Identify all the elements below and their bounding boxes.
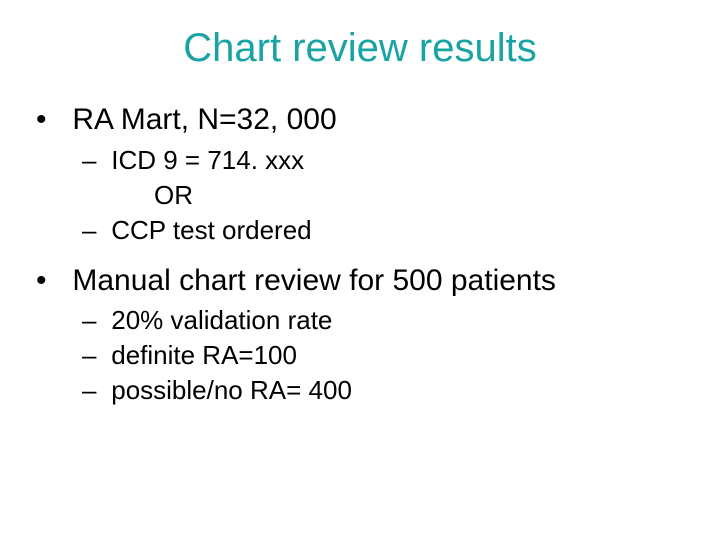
list-item: ICD 9 = 714. xxx [82,143,690,178]
list-item: 20% validation rate [82,303,690,338]
bullet-text: possible/no RA= 400 [111,375,352,405]
sub-list: ICD 9 = 714. xxx OR CCP test ordered [36,143,690,248]
list-item: OR [82,178,690,213]
list-item: RA Mart, N=32, 000 ICD 9 = 714. xxx OR C… [36,101,690,248]
bullet-text: CCP test ordered [111,215,311,245]
bullet-list: RA Mart, N=32, 000 ICD 9 = 714. xxx OR C… [30,101,690,409]
list-item: possible/no RA= 400 [82,373,690,408]
bullet-text: OR [154,180,193,210]
list-item: CCP test ordered [82,213,690,248]
bullet-text: Manual chart review for 500 patients [72,264,556,297]
list-item: definite RA=100 [82,338,690,373]
bullet-text: ICD 9 = 714. xxx [111,145,304,175]
list-item: Manual chart review for 500 patients 20%… [36,262,690,409]
bullet-text: 20% validation rate [111,305,332,335]
bullet-text: definite RA=100 [111,340,297,370]
slide: Chart review results RA Mart, N=32, 000 … [0,0,720,540]
sub-list: 20% validation rate definite RA=100 poss… [36,303,690,408]
slide-title: Chart review results [30,26,690,71]
bullet-text: RA Mart, N=32, 000 [72,103,336,136]
